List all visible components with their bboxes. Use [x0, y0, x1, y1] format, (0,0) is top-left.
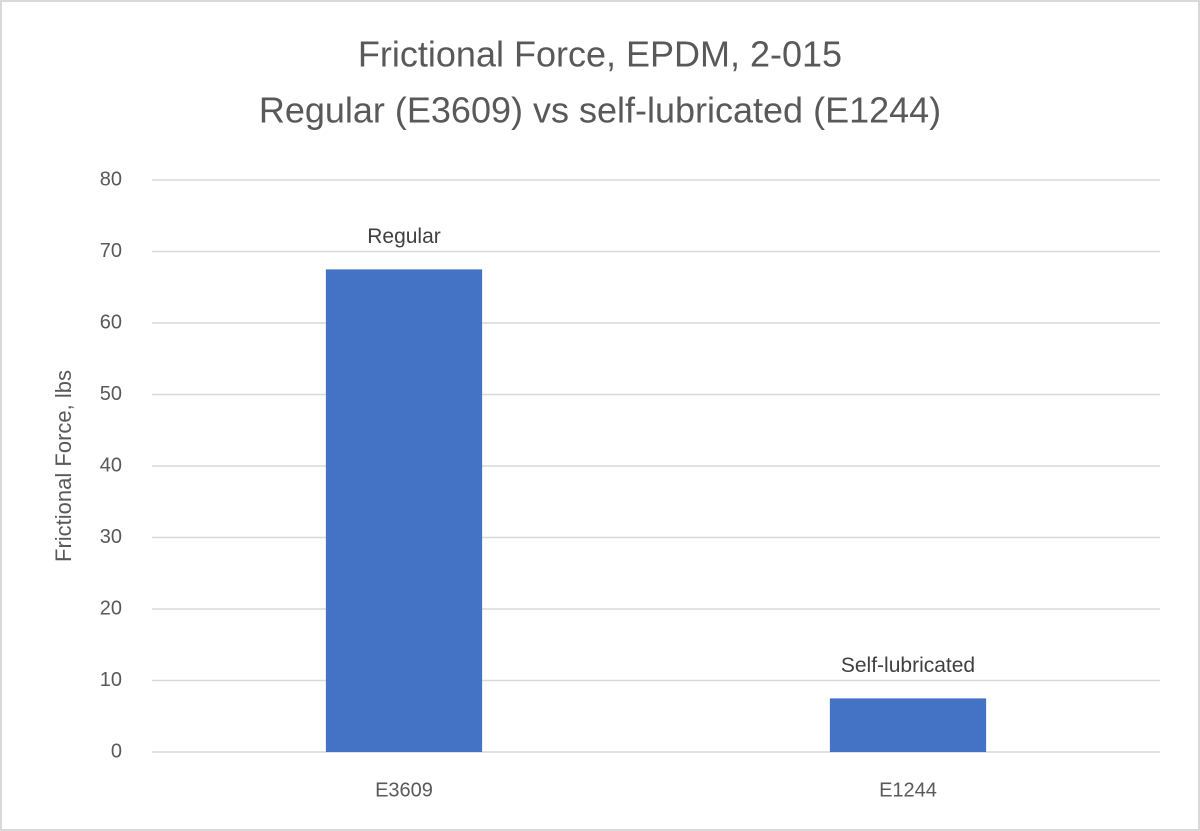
y-tick-label: 30: [100, 526, 122, 548]
bar-annotation: Regular: [367, 225, 441, 248]
y-tick-label: 80: [100, 168, 122, 190]
y-tick-label: 20: [100, 597, 122, 619]
y-tick-label: 10: [100, 669, 122, 691]
bar-annotation: Self-lubricated: [841, 654, 975, 677]
y-tick-label: 0: [111, 740, 122, 762]
y-tick-label: 50: [100, 383, 122, 405]
x-tick-label: E3609: [375, 779, 433, 801]
y-tick-label: 70: [100, 240, 122, 262]
bar: [325, 269, 483, 752]
chart-title: Frictional Force, EPDM, 2-015: [358, 34, 842, 75]
y-tick-label: 60: [100, 311, 122, 333]
x-tick-label: E1244: [879, 779, 937, 801]
y-tick-label: 40: [100, 454, 122, 476]
chart-subtitle: Regular (E3609) vs self-lubricated (E124…: [259, 90, 941, 131]
bar: [829, 698, 987, 752]
y-axis-label: Frictional Force, lbs: [51, 370, 76, 562]
